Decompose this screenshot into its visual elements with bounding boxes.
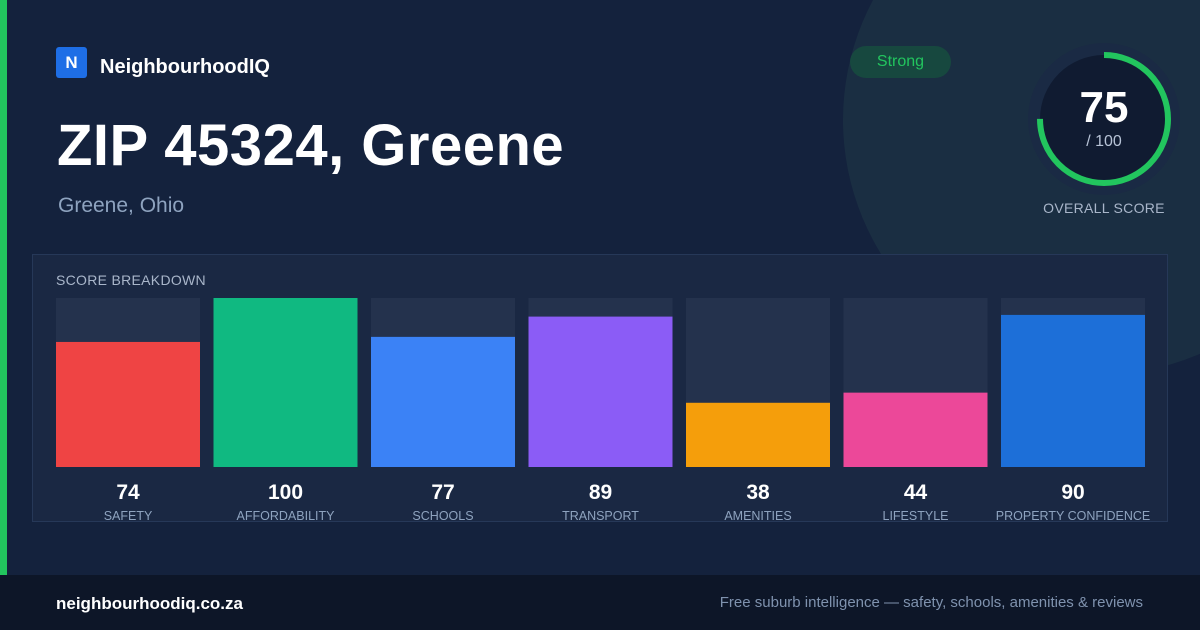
bar-value-label: 38 bbox=[746, 481, 770, 504]
bar-category-label: PROPERTY CONFIDENCE bbox=[996, 509, 1150, 523]
bar-property-confidence bbox=[1001, 314, 1145, 467]
bar-category-label: SCHOOLS bbox=[412, 509, 473, 523]
status-badge: Strong bbox=[850, 46, 951, 78]
bar-category-label: AFFORDABILITY bbox=[237, 509, 336, 523]
breakdown-title: SCORE BREAKDOWN bbox=[56, 272, 206, 288]
score-ring-track bbox=[1040, 55, 1168, 183]
bar-lifestyle bbox=[843, 392, 988, 467]
overall-score-ring: 75 / 100 bbox=[1028, 43, 1180, 195]
footer-tagline: Free suburb intelligence — safety, schoo… bbox=[719, 594, 1143, 611]
overall-score-value: 75 bbox=[1079, 83, 1129, 132]
main-area: N NeighbourhoodIQ ZIP 45324, Greene Gree… bbox=[0, 0, 1200, 575]
footer-url-link[interactable]: neighbourhoodiq.co.za bbox=[56, 594, 243, 613]
brand-logo-icon: N bbox=[56, 47, 87, 78]
bar-value-label: 100 bbox=[268, 481, 303, 504]
score-breakdown-panel: SCORE BREAKDOWN 74 SAFETY 100 AFFORDABILITY… bbox=[32, 254, 1168, 523]
bar-value-label: 77 bbox=[431, 481, 454, 504]
bar-value-label: 90 bbox=[1061, 481, 1084, 504]
bar-schools bbox=[371, 336, 515, 467]
bar-category-label: AMENITIES bbox=[724, 509, 791, 523]
accent-bar bbox=[0, 0, 7, 575]
bar-transport bbox=[528, 316, 673, 467]
brand-name: NeighbourhoodIQ bbox=[100, 56, 270, 78]
bar-value-label: 74 bbox=[116, 481, 140, 504]
breakdown-bar-chart: 74 SAFETY 100 AFFORDABILITY 77 SCHOOLS 89 TRANS… bbox=[56, 298, 1150, 523]
score-ring-svg bbox=[1028, 43, 1180, 195]
footer: neighbourhoodiq.co.za Free suburb intell… bbox=[0, 575, 1200, 630]
page-subtitle: Greene, Ohio bbox=[58, 194, 185, 217]
bar-value-label: 89 bbox=[589, 481, 612, 504]
page-title: ZIP 45324, Greene bbox=[57, 113, 565, 178]
bar-safety bbox=[56, 341, 200, 467]
bar-value-label: 44 bbox=[904, 481, 928, 504]
bar-category-label: SAFETY bbox=[104, 509, 153, 523]
bar-amenities bbox=[686, 402, 830, 467]
overall-score-max: / 100 bbox=[1086, 133, 1122, 150]
bar-category-label: LIFESTYLE bbox=[883, 509, 949, 523]
brand[interactable]: N NeighbourhoodIQ bbox=[56, 46, 270, 79]
overall-score-caption: OVERALL SCORE bbox=[1043, 200, 1165, 216]
bar-affordability bbox=[213, 298, 358, 467]
bar-category-label: TRANSPORT bbox=[562, 509, 639, 523]
score-ring-arc bbox=[1037, 52, 1171, 186]
